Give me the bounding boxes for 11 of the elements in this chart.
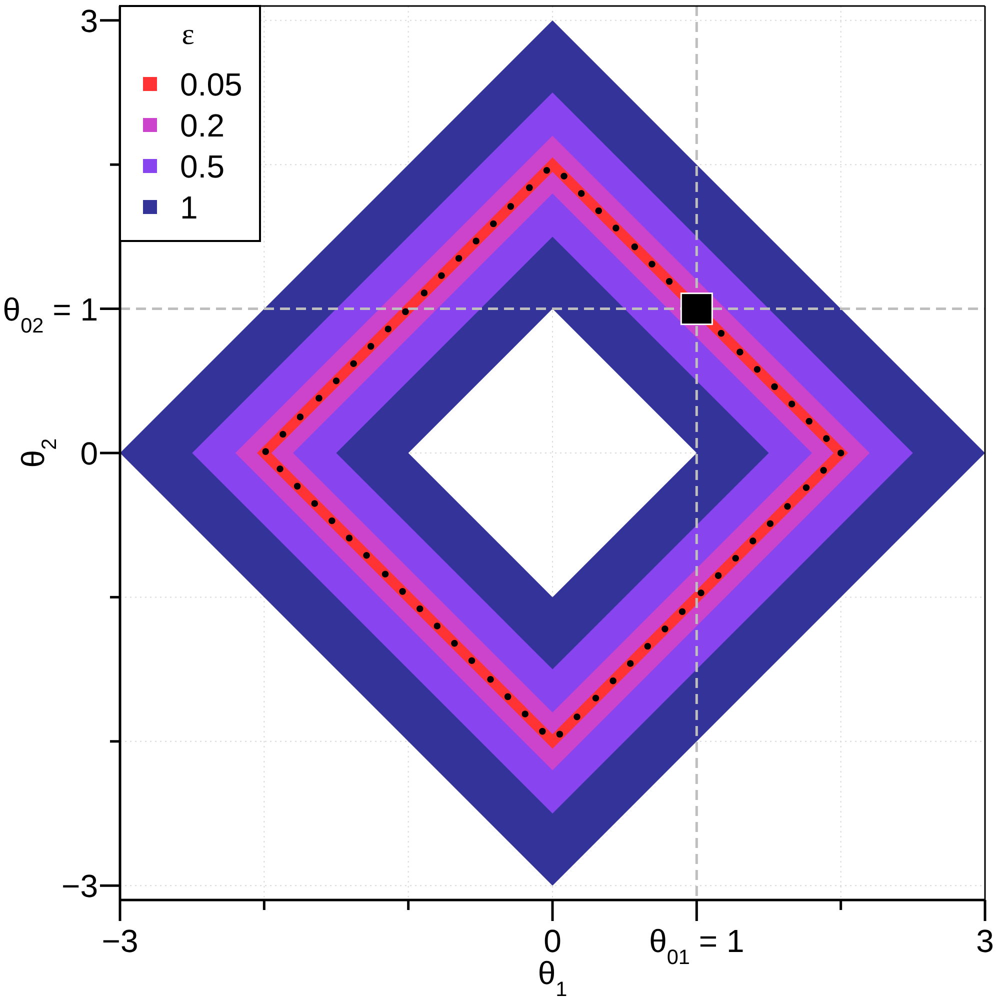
legend-title: ε xyxy=(182,18,194,51)
ref-line-label: θ$_{01}$ = 1 xyxy=(649,923,744,968)
x-tick-label: 3 xyxy=(976,923,994,959)
legend-label: 1 xyxy=(180,190,198,226)
y-tick-label: −3 xyxy=(62,868,98,904)
ref-line-label: θ$_{02}$ = 1 xyxy=(2,291,98,337)
legend-label: 0.05 xyxy=(180,66,242,103)
y-tick-label: 3 xyxy=(80,2,98,39)
y-tick-label: 0 xyxy=(80,436,98,472)
legend-label: 0.5 xyxy=(180,148,224,185)
legend-label: 0.2 xyxy=(180,108,224,144)
